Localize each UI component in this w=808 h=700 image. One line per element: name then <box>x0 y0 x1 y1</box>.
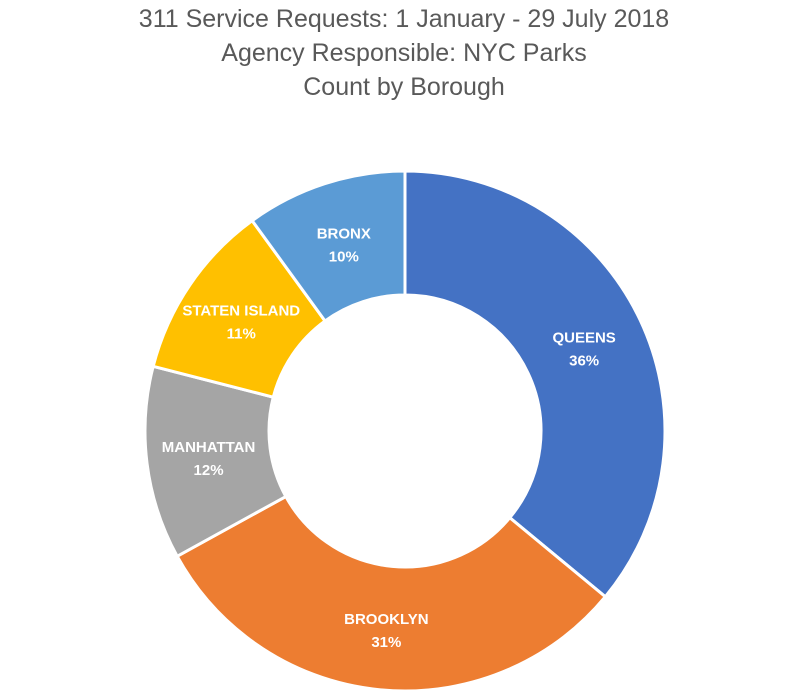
chart-title-line-2: Agency Responsible: NYC Parks <box>221 39 587 67</box>
chart-title-line-3: Count by Borough <box>303 73 505 101</box>
slice-brooklyn <box>175 494 608 693</box>
slice-label-queens: QUEENS <box>552 330 615 347</box>
slice-label-staten-island: STATEN ISLAND <box>182 303 300 320</box>
slice-label-bronx: BRONX <box>317 226 371 243</box>
slice-bronx <box>250 169 407 324</box>
slice-label-brooklyn: BROOKLYN <box>344 611 428 628</box>
chart-title-line-1: 311 Service Requests: 1 January - 29 Jul… <box>138 5 670 33</box>
slice-value-manhattan: 12% <box>194 462 224 479</box>
donut-slices <box>143 169 667 693</box>
slice-value-queens: 36% <box>569 353 599 370</box>
chart-title: 311 Service Requests: 1 January - 29 Jul… <box>0 2 808 104</box>
slice-value-bronx: 10% <box>329 249 359 266</box>
slice-value-staten-island: 11% <box>227 326 256 343</box>
slice-label-manhattan: MANHATTAN <box>162 439 256 456</box>
donut-labels: QUEENS 36% BROOKLYN 31% MANHATTAN 12% STATEN I… <box>162 226 616 651</box>
slice-queens <box>403 169 667 599</box>
slice-value-brooklyn: 31% <box>371 634 401 651</box>
